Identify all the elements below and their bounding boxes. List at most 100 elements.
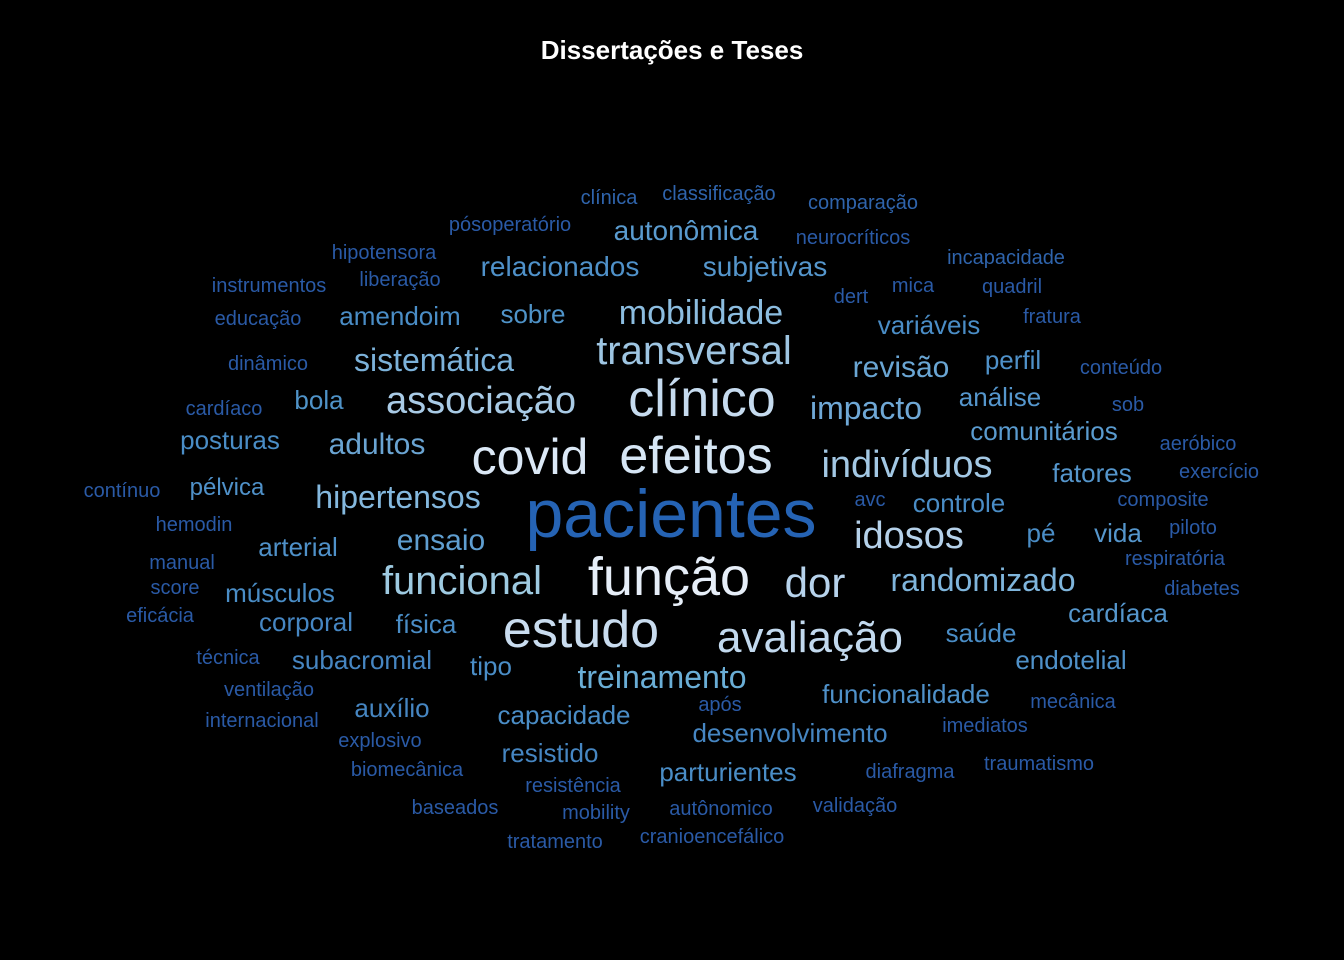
word-indivíduos: indivíduos [821, 444, 993, 486]
word-saúde: saúde [945, 618, 1017, 648]
word-autônomico: autônomico [669, 798, 773, 820]
word-internacional: internacional [205, 710, 319, 732]
word-estudo: estudo [502, 601, 660, 659]
word-treinamento: treinamento [577, 659, 747, 695]
word-física: física [395, 609, 457, 639]
word-bola: bola [294, 385, 344, 415]
word-cardíaco: cardíaco [185, 398, 263, 420]
word-parturientes: parturientes [659, 757, 797, 787]
word-endotelial: endotelial [1015, 645, 1127, 675]
word-adultos: adultos [328, 428, 426, 461]
word-ventilação: ventilação [223, 679, 315, 701]
word-fratura: fratura [1023, 306, 1081, 328]
word-transversal: transversal [596, 329, 792, 373]
word-diafragma: diafragma [865, 761, 955, 783]
word-biomecânica: biomecânica [350, 759, 464, 781]
word-resistido: resistido [501, 738, 599, 768]
word-mobilidade: mobilidade [618, 294, 784, 332]
word-conteúdo: conteúdo [1079, 357, 1163, 379]
word-músculos: músculos [225, 578, 335, 608]
word-traumatismo: traumatismo [983, 753, 1095, 775]
word-manual: manual [149, 552, 215, 574]
word-técnica: técnica [196, 647, 260, 669]
word-dinâmico: dinâmico [227, 353, 309, 375]
word-educação: educação [214, 308, 302, 330]
word-cranioencefálico: cranioencefálico [639, 826, 785, 848]
word-instrumentos: instrumentos [211, 275, 327, 297]
word-corporal: corporal [259, 607, 353, 637]
word-composite: composite [1117, 489, 1209, 511]
word-sobre: sobre [500, 299, 566, 329]
word-baseados: baseados [411, 797, 499, 819]
word-revisão: revisão [852, 351, 950, 384]
word-mecânica: mecânica [1030, 691, 1116, 713]
word-auxílio: auxílio [354, 693, 430, 723]
word-pélvica: pélvica [189, 474, 265, 501]
word-score: score [150, 577, 200, 599]
word-autonômica: autonômica [613, 215, 759, 246]
word-hipotensora: hipotensora [331, 242, 437, 264]
word-subjetivas: subjetivas [702, 251, 828, 282]
word-vida: vida [1094, 518, 1142, 548]
word-idosos: idosos [854, 515, 964, 557]
word-randomizado: randomizado [890, 562, 1076, 598]
word-arterial: arterial [258, 532, 338, 562]
word-tipo: tipo [470, 651, 512, 681]
word-respiratória: respiratória [1124, 548, 1226, 570]
word-tratamento: tratamento [507, 831, 603, 853]
word-ensaio: ensaio [396, 524, 486, 557]
word-dor: dor [784, 559, 846, 606]
word-liberação: liberação [359, 269, 441, 291]
word-resistência: resistência [525, 775, 621, 797]
word-comunitários: comunitários [970, 416, 1118, 446]
word-cardíaca: cardíaca [1068, 598, 1168, 628]
word-clínica: clínica [580, 187, 638, 209]
word-piloto: piloto [1169, 517, 1217, 539]
word-subacromial: subacromial [291, 645, 433, 675]
word-controle: controle [912, 488, 1006, 518]
word-avc: avc [854, 489, 886, 511]
word-neurocríticos: neurocríticos [795, 227, 911, 249]
word-validação: validação [812, 795, 898, 817]
word-explosivo: explosivo [338, 730, 422, 752]
word-covid: covid [471, 429, 589, 485]
chart-title: Dissertações e Teses [540, 35, 804, 65]
word-mica: mica [891, 275, 935, 297]
word-após: após [698, 694, 742, 716]
word-função: função [587, 547, 751, 607]
word-clínico: clínico [628, 370, 776, 428]
word-imediatos: imediatos [942, 715, 1028, 737]
word-pé: pé [1026, 518, 1056, 548]
word-amendoim: amendoim [339, 301, 461, 331]
word-hipertensos: hipertensos [315, 479, 481, 515]
word-associação: associação [385, 380, 577, 422]
word-comparação: comparação [807, 192, 919, 214]
word-análise: análise [958, 382, 1042, 412]
word-pósoperatório: pósoperatório [448, 214, 572, 236]
word-sistemática: sistemática [353, 342, 515, 378]
word-posturas: posturas [180, 425, 280, 455]
word-avaliação: avaliação [717, 613, 903, 662]
word-impacto: impacto [809, 390, 923, 426]
word-pacientes: pacientes [525, 476, 817, 552]
word-sob: sob [1111, 394, 1145, 416]
word-perfil: perfil [984, 345, 1042, 375]
word-capacidade: capacidade [497, 700, 631, 730]
word-variáveis: variáveis [877, 310, 981, 340]
word-funcional: funcional [381, 559, 543, 603]
word-exercício: exercício [1178, 461, 1260, 483]
word-relacionados: relacionados [480, 251, 640, 282]
word-desenvolvimento: desenvolvimento [692, 718, 888, 748]
word-aeróbico: aeróbico [1159, 433, 1237, 455]
word-diabetes: diabetes [1164, 578, 1240, 600]
word-incapacidade: incapacidade [947, 247, 1065, 269]
word-funcionalidade: funcionalidade [822, 679, 990, 709]
word-hemodin: hemodin [155, 514, 233, 536]
word-quadril: quadril [981, 276, 1043, 298]
word-classificação: classificação [662, 183, 776, 205]
word-fatores: fatores [1052, 458, 1132, 488]
word-mobility: mobility [562, 802, 630, 824]
word-dert: dert [833, 286, 869, 308]
word-contínuo: contínuo [83, 480, 161, 502]
